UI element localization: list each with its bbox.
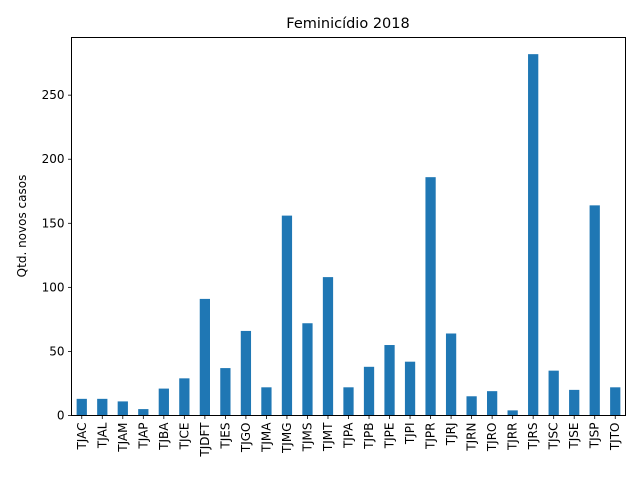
x-tick-label: TJPA <box>342 422 356 449</box>
bar-tjro <box>487 391 498 416</box>
x-tick-label: TJRS <box>526 423 540 451</box>
y-tick-label: 250 <box>42 88 65 102</box>
y-tick-label: 150 <box>42 216 65 230</box>
x-tick-label: TJSP <box>588 423 602 450</box>
x-tick-label: TJAC <box>75 423 89 451</box>
y-axis-label: Qtd. novos casos <box>15 175 29 278</box>
bar-tjsp <box>589 205 600 416</box>
y-tick-label: 0 <box>57 409 65 423</box>
bar-tjam <box>117 401 128 416</box>
x-tick-label: TJAP <box>136 423 150 450</box>
x-axis-ticks: TJAC TJAL TJAM TJAP TJBA TJCE TJDFT TJES TJGO TJM… <box>75 415 622 458</box>
x-tick-label: TJPB <box>362 423 376 450</box>
y-tick-label: 50 <box>49 344 64 358</box>
bar-tjrs <box>528 54 539 416</box>
x-tick-label: TJMT <box>321 422 335 452</box>
y-axis-ticks: 0 50 100 150 200 250 <box>42 88 72 423</box>
bar-tjma <box>261 387 272 416</box>
x-tick-label: TJMG <box>280 423 294 455</box>
bar-tjes <box>220 368 231 416</box>
bar-tjsc <box>548 370 559 416</box>
x-tick-label: TJRN <box>465 423 479 452</box>
x-tick-label: TJBA <box>157 422 171 451</box>
x-tick-label: TJPR <box>424 423 438 450</box>
x-tick-label: TJAM <box>116 423 130 453</box>
x-tick-label: TJMA <box>259 422 273 453</box>
bar-tjms <box>302 323 313 416</box>
x-tick-label: TJDFT <box>198 422 212 458</box>
bar-tjmt <box>322 277 334 416</box>
bar-tjdft <box>199 298 210 416</box>
bar-tjpi <box>404 361 416 416</box>
x-tick-label: TJES <box>218 423 232 450</box>
bars-group <box>76 54 621 416</box>
bar-tjpe <box>384 345 395 416</box>
x-tick-label: TJMS <box>300 423 314 453</box>
x-tick-label: TJGO <box>239 423 253 454</box>
bar-tjgo <box>240 330 252 416</box>
bar-tjce <box>179 378 190 416</box>
y-tick-label: 100 <box>42 280 65 294</box>
bar-tjal <box>97 398 108 416</box>
x-tick-label: TJRR <box>506 423 520 452</box>
y-tick-label: 200 <box>42 152 65 166</box>
bar-tjto <box>610 387 621 416</box>
chart-title: Feminicídio 2018 <box>286 16 409 32</box>
x-tick-label: TJSC <box>547 423 561 451</box>
bar-tjap <box>138 409 149 416</box>
plot-frame <box>71 37 626 416</box>
x-tick-label: TJRO <box>485 423 499 453</box>
bar-tjba <box>158 388 169 416</box>
x-tick-label: TJPE <box>383 423 397 450</box>
bar-tjpa <box>343 387 354 416</box>
x-tick-label: TJPI <box>403 423 417 446</box>
x-tick-label: TJCE <box>177 423 191 451</box>
bar-tjse <box>569 389 580 416</box>
bar-tjpb <box>363 366 375 416</box>
x-tick-label: TJAL <box>95 422 109 449</box>
x-tick-label: TJRJ <box>444 423 458 447</box>
x-tick-label: TJTO <box>608 423 622 452</box>
bar-tjrj <box>445 333 457 416</box>
bar-tjrr <box>507 410 518 416</box>
bar-tjac <box>76 398 87 416</box>
x-tick-label: TJSE <box>567 423 581 450</box>
bar-tjmg <box>281 215 293 416</box>
bar-tjpr <box>425 177 436 416</box>
bar-tjrn <box>466 396 477 416</box>
